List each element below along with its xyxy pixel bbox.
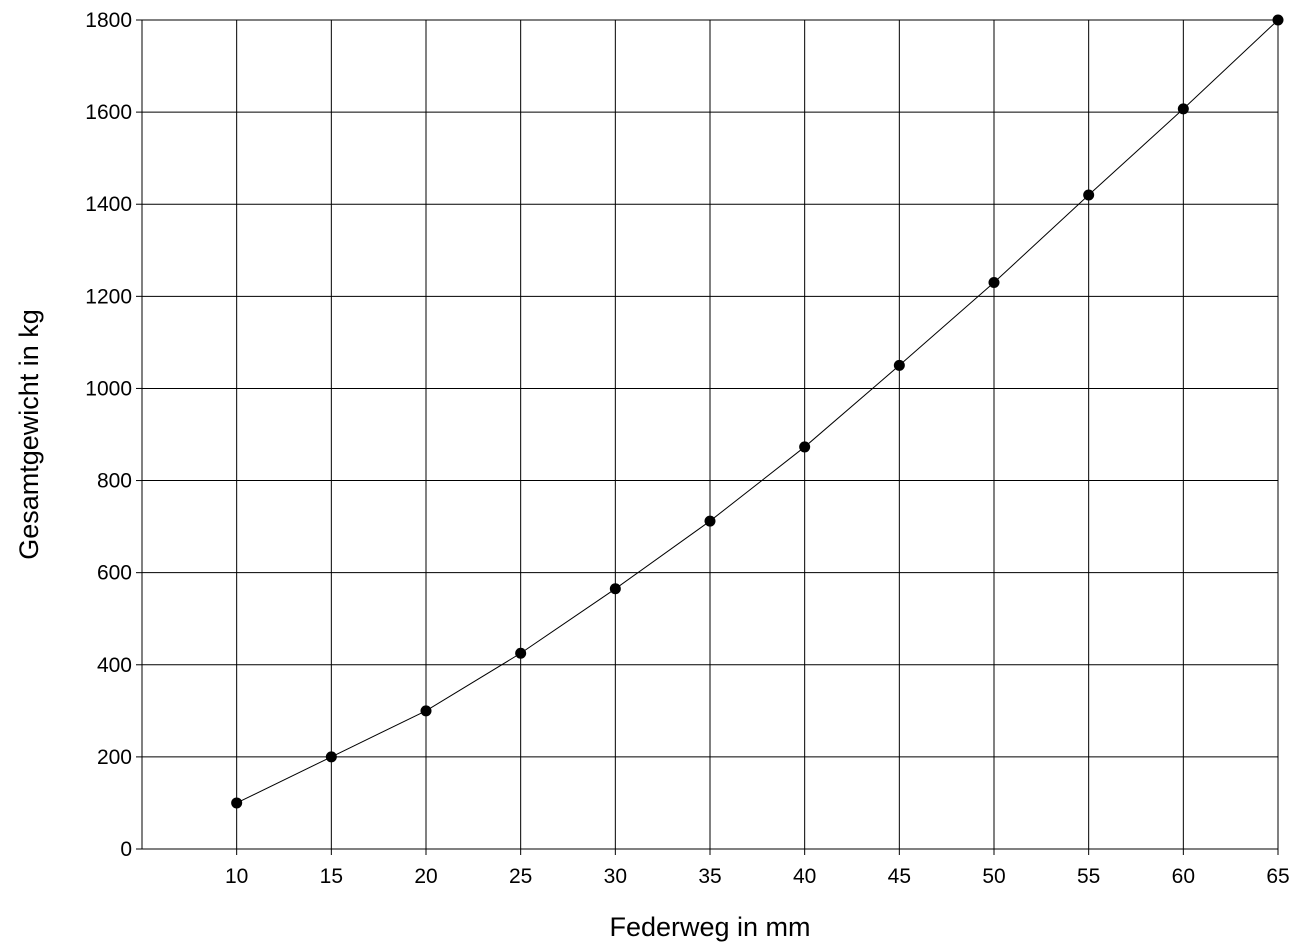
y-tick-label: 800: [97, 470, 132, 493]
axes: [136, 19, 1279, 855]
x-tick-label: 60: [1172, 865, 1195, 888]
y-axis-title: Gesamtgewicht in kg: [14, 309, 44, 560]
grid-lines: [142, 19, 1279, 849]
y-tick-label: 0: [120, 838, 132, 861]
tick-labels: 0 200 400 600 800 1000 1200 1400 1600 1800 10 15 20 2…: [85, 9, 1289, 888]
y-tick-label: 1200: [85, 285, 132, 308]
x-tick-label: 65: [1266, 865, 1289, 888]
data-point: [609, 583, 621, 595]
data-point: [893, 359, 905, 371]
data-point: [1272, 14, 1284, 26]
data-point: [231, 797, 243, 809]
x-axis-title: Federweg in mm: [609, 912, 810, 942]
y-tick-label: 1400: [85, 193, 132, 216]
data-point: [799, 441, 811, 453]
data-point: [1083, 189, 1095, 201]
y-tick-label: 1000: [85, 377, 132, 400]
x-tick-label: 45: [888, 865, 911, 888]
x-tick-label: 55: [1077, 865, 1100, 888]
y-tick-label: 600: [97, 562, 132, 585]
series-line: [236, 19, 1279, 804]
x-tick-label: 20: [414, 865, 437, 888]
data-point: [988, 277, 1000, 289]
x-tick-label: 50: [982, 865, 1005, 888]
x-tick-label: 35: [698, 865, 721, 888]
y-tick-label: 1800: [85, 9, 132, 32]
y-tick-label: 400: [97, 654, 132, 677]
y-tick-label: 1600: [85, 101, 132, 124]
data-point: [704, 515, 716, 527]
data-point: [420, 705, 432, 717]
x-tick-label: 30: [604, 865, 627, 888]
data-series: [231, 14, 1284, 809]
x-tick-label: 15: [320, 865, 343, 888]
x-tick-label: 25: [509, 865, 532, 888]
x-tick-label: 40: [793, 865, 816, 888]
data-point: [325, 751, 337, 763]
data-point: [515, 647, 527, 659]
data-point: [1177, 103, 1189, 115]
y-tick-label: 200: [97, 746, 132, 769]
x-tick-label: 10: [225, 865, 248, 888]
